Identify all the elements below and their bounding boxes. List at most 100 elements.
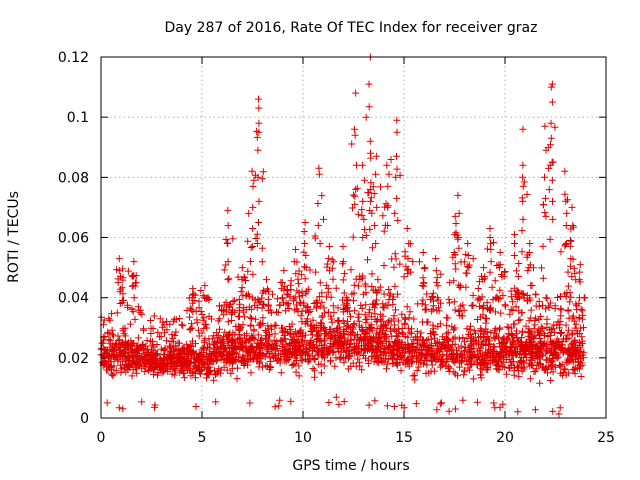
data-point xyxy=(380,262,388,269)
data-point xyxy=(166,352,174,360)
data-point xyxy=(404,324,412,332)
data-point xyxy=(316,327,324,335)
data-point xyxy=(258,258,266,266)
data-point xyxy=(437,270,445,278)
data-point xyxy=(244,352,251,360)
data-point xyxy=(295,267,303,275)
data-point xyxy=(419,318,426,326)
data-point xyxy=(412,400,420,408)
data-point xyxy=(302,264,310,272)
data-point xyxy=(510,333,518,341)
data-point xyxy=(188,324,196,332)
data-point xyxy=(353,161,360,169)
data-point xyxy=(358,366,366,374)
data-point xyxy=(535,316,543,324)
data-point xyxy=(381,334,389,342)
data-point xyxy=(551,348,559,356)
data-point xyxy=(324,351,332,359)
data-point xyxy=(377,348,385,356)
data-point xyxy=(557,248,565,256)
data-point xyxy=(446,364,454,372)
data-point xyxy=(373,203,381,211)
data-point xyxy=(291,349,298,357)
data-point xyxy=(420,265,428,272)
data-point xyxy=(399,330,407,338)
data-point xyxy=(98,358,106,366)
data-point xyxy=(196,351,204,359)
data-point xyxy=(287,397,295,405)
data-point xyxy=(557,306,565,314)
data-point xyxy=(325,255,333,263)
data-point xyxy=(498,271,505,278)
data-point xyxy=(366,137,374,145)
data-point xyxy=(536,379,544,387)
data-point xyxy=(547,83,555,91)
data-point xyxy=(510,358,517,366)
data-point xyxy=(144,345,151,353)
data-point xyxy=(554,318,562,326)
data-point xyxy=(193,365,201,373)
data-point xyxy=(268,343,276,351)
data-point xyxy=(124,303,132,311)
data-point xyxy=(385,317,393,325)
data-point xyxy=(106,336,114,344)
data-point xyxy=(554,353,562,361)
data-point xyxy=(133,350,141,358)
data-point xyxy=(150,360,158,367)
data-point xyxy=(541,209,549,216)
data-point xyxy=(489,343,497,350)
data-point xyxy=(347,313,354,321)
data-point xyxy=(491,335,499,343)
data-point xyxy=(170,315,178,323)
data-point xyxy=(455,335,463,343)
data-point xyxy=(557,312,565,320)
data-point xyxy=(568,273,576,281)
data-point xyxy=(224,276,232,284)
data-point xyxy=(163,318,171,326)
data-point xyxy=(554,294,561,301)
data-point xyxy=(239,321,247,329)
data-point xyxy=(241,332,248,340)
data-point xyxy=(317,369,325,377)
data-point xyxy=(168,331,176,339)
data-point xyxy=(372,170,380,178)
data-point xyxy=(343,300,351,308)
data-point xyxy=(491,358,499,366)
data-point xyxy=(130,258,138,266)
data-point xyxy=(298,338,306,346)
data-point xyxy=(558,329,565,336)
data-point xyxy=(161,346,169,354)
data-point xyxy=(153,341,161,348)
data-point xyxy=(258,304,266,312)
x-tick-label: 0 xyxy=(97,430,106,446)
data-point xyxy=(113,266,121,274)
data-point xyxy=(519,125,527,133)
data-point xyxy=(512,303,520,311)
data-point xyxy=(509,352,517,360)
data-point xyxy=(433,406,441,414)
data-point xyxy=(293,258,301,266)
data-point xyxy=(264,346,272,354)
data-point xyxy=(443,358,451,366)
data-point xyxy=(119,290,127,298)
data-point xyxy=(313,297,321,305)
data-point xyxy=(214,337,222,345)
data-point xyxy=(429,293,437,300)
data-point xyxy=(298,332,306,340)
data-point xyxy=(545,186,553,194)
data-point xyxy=(539,242,547,250)
data-point xyxy=(369,183,377,191)
data-point xyxy=(303,315,311,323)
data-point xyxy=(492,330,500,338)
data-point xyxy=(488,283,496,291)
data-point xyxy=(549,158,557,166)
data-point xyxy=(527,348,535,356)
data-point xyxy=(150,312,158,320)
data-point xyxy=(229,235,237,243)
data-point xyxy=(340,270,348,278)
data-point xyxy=(266,306,274,314)
data-point xyxy=(255,219,262,226)
data-point xyxy=(399,349,407,356)
data-point xyxy=(483,333,491,340)
data-point xyxy=(518,309,526,317)
